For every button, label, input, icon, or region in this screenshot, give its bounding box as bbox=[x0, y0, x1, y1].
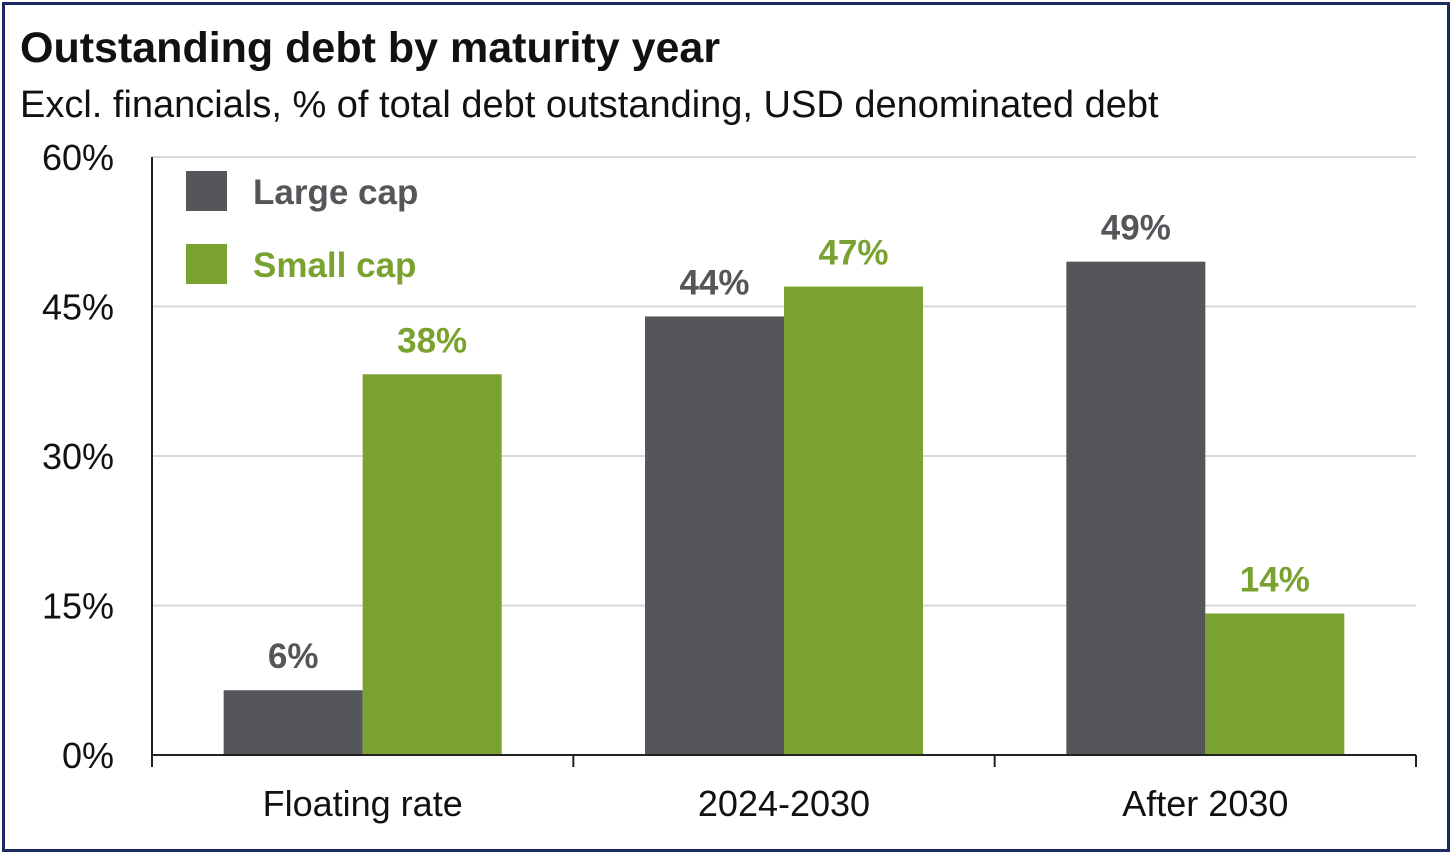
y-tick-label: 30% bbox=[42, 436, 114, 477]
x-tick-label: Floating rate bbox=[263, 783, 463, 824]
legend-swatch bbox=[186, 171, 227, 211]
bar bbox=[362, 374, 502, 755]
y-tick-label: 60% bbox=[42, 137, 114, 178]
y-tick-label: 0% bbox=[62, 735, 114, 776]
data-label: 47% bbox=[818, 234, 888, 273]
legend-swatch bbox=[186, 244, 227, 284]
chart-title: Outstanding debt by maturity year bbox=[20, 24, 721, 72]
data-label: 49% bbox=[1101, 209, 1171, 248]
data-label: 14% bbox=[1240, 560, 1310, 599]
y-tick-label: 15% bbox=[42, 586, 114, 627]
data-label: 38% bbox=[397, 321, 467, 360]
legend-label: Large cap bbox=[253, 173, 418, 212]
data-label: 6% bbox=[268, 637, 319, 676]
x-tick-label: 2024-2030 bbox=[698, 783, 870, 824]
bar bbox=[645, 316, 784, 755]
bar bbox=[223, 690, 363, 755]
bar bbox=[1205, 613, 1345, 755]
y-tick-label: 45% bbox=[42, 287, 114, 328]
bar bbox=[1066, 261, 1206, 755]
x-tick-label: After 2030 bbox=[1122, 783, 1288, 824]
bar bbox=[784, 286, 923, 755]
chart-subtitle: Excl. financials, % of total debt outsta… bbox=[20, 84, 1159, 126]
legend-label: Small cap bbox=[253, 246, 416, 285]
data-label: 44% bbox=[679, 263, 749, 302]
